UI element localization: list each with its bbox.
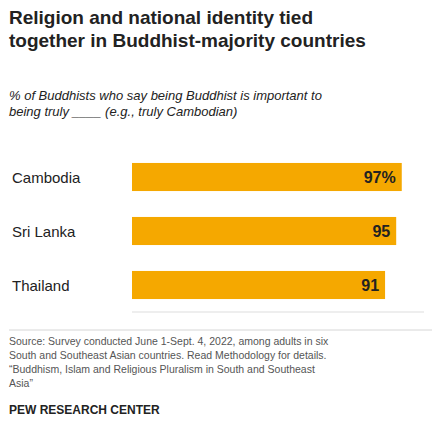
source-line: Source: Survey conducted June 1-Sept. 4,…	[9, 335, 329, 347]
bar	[132, 217, 396, 245]
bar	[132, 271, 385, 299]
title-line: together in Buddhist-majority countries	[9, 30, 366, 51]
subtitle: % of Buddhists who say being Buddhist is…	[9, 88, 322, 119]
category-label: Cambodia	[12, 169, 81, 186]
category-label: Thailand	[12, 277, 70, 294]
source-line: “Buddhism, Islam and Religious Pluralism…	[9, 363, 315, 375]
title-line: Religion and national identity tied	[9, 7, 313, 28]
bars	[132, 163, 402, 299]
title: Religion and national identity tiedtoget…	[9, 7, 366, 51]
subtitle-line: % of Buddhists who say being Buddhist is…	[9, 88, 322, 103]
source-line: South and Southeast Asian countries. Rea…	[9, 349, 327, 361]
footer: PEW RESEARCH CENTER	[9, 403, 160, 417]
source: Source: Survey conducted June 1-Sept. 4,…	[9, 335, 329, 389]
data-label: 97%	[364, 169, 396, 186]
source-line: Asia”	[9, 377, 33, 389]
category-label: Sri Lanka	[12, 223, 76, 240]
chart: Religion and national identity tiedtoget…	[0, 0, 441, 424]
separator	[9, 330, 432, 331]
footer-line: PEW RESEARCH CENTER	[9, 403, 160, 417]
bar	[132, 163, 402, 191]
subtitle-line: being truly ____ (e.g., truly Cambodian)	[9, 104, 237, 119]
x-axis-line	[132, 312, 424, 313]
data-label: 91	[361, 277, 379, 294]
data-label: 95	[372, 223, 390, 240]
